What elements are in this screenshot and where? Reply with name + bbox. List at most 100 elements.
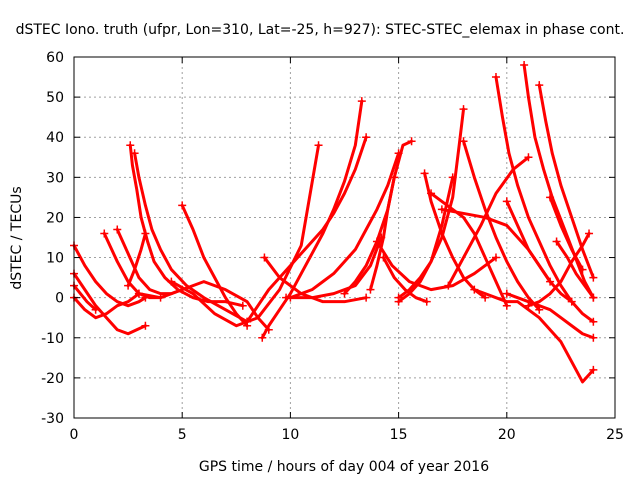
series-line	[505, 199, 574, 304]
x-tick-label: 0	[70, 427, 79, 443]
plus-marker	[524, 301, 533, 310]
plus-marker	[459, 105, 468, 114]
plus-marker	[524, 153, 533, 162]
x-tick-label: 5	[178, 427, 187, 443]
plus-marker	[459, 137, 468, 146]
series-line	[137, 280, 271, 332]
plus-marker	[589, 317, 598, 326]
series-27	[444, 153, 533, 290]
series-1	[70, 269, 150, 336]
plus-marker	[589, 273, 598, 282]
plus-marker	[91, 305, 100, 314]
series-line	[397, 175, 455, 304]
series-34	[524, 229, 594, 310]
series-line	[548, 195, 585, 272]
y-tick-label: 60	[46, 50, 64, 66]
series-8	[124, 229, 150, 290]
series-line	[126, 231, 147, 288]
plus-marker	[420, 169, 429, 178]
plus-marker	[366, 285, 375, 294]
series-line	[288, 151, 401, 300]
plus-marker	[372, 237, 381, 246]
series-19	[379, 253, 431, 306]
plus-marker	[141, 229, 150, 238]
plus-marker	[141, 321, 150, 330]
plus-marker	[427, 189, 436, 198]
series-6	[130, 149, 252, 326]
x-tick-label: 15	[390, 427, 408, 443]
plus-marker	[491, 253, 500, 262]
x-tick-label: 20	[498, 427, 516, 443]
series-line	[133, 151, 249, 324]
plus-marker	[238, 301, 247, 310]
series-line	[72, 292, 141, 320]
series-33	[502, 197, 576, 306]
plus-marker	[567, 297, 576, 306]
plus-marker	[100, 229, 109, 238]
series-line	[343, 175, 396, 296]
y-tick-label: 10	[46, 251, 64, 267]
plus-marker	[357, 97, 366, 106]
series-29	[470, 285, 598, 384]
plus-marker	[394, 297, 403, 306]
plus-marker	[178, 201, 187, 210]
plus-marker	[491, 73, 500, 82]
series-36	[552, 237, 598, 302]
plus-marker	[589, 333, 598, 342]
series-line	[381, 256, 429, 304]
plus-marker	[585, 229, 594, 238]
y-tick-label: 20	[46, 210, 64, 226]
y-tick-label: 40	[46, 130, 64, 146]
plus-marker	[546, 193, 555, 202]
plus-marker	[407, 137, 416, 146]
series-line	[72, 284, 98, 312]
series-18	[366, 137, 416, 294]
series-line	[180, 203, 249, 328]
series-line	[260, 99, 364, 340]
series-line	[505, 292, 595, 340]
series-line	[102, 231, 163, 300]
series-17	[340, 173, 399, 298]
series-line	[537, 83, 595, 280]
series-line	[368, 139, 414, 292]
plus-marker	[422, 297, 431, 306]
series-line	[446, 155, 530, 288]
series-12	[258, 97, 366, 342]
plus-marker	[124, 281, 133, 290]
plus-marker	[258, 333, 267, 342]
plus-marker	[520, 61, 529, 70]
y-tick-label: 0	[55, 291, 64, 307]
plot-frame	[73, 56, 616, 419]
plus-marker	[552, 237, 561, 246]
plus-marker	[340, 289, 349, 298]
series-line	[284, 236, 383, 300]
series-31	[535, 81, 598, 282]
y-tick-label: 30	[46, 170, 64, 186]
series-line	[429, 191, 509, 308]
plus-marker	[589, 365, 598, 374]
series-24	[427, 189, 511, 310]
plus-marker	[502, 289, 511, 298]
plus-marker	[314, 141, 323, 150]
series-20	[372, 237, 500, 292]
series-line	[462, 139, 541, 312]
y-tick-label: -30	[41, 411, 64, 427]
series-10	[134, 280, 273, 334]
plus-marker	[243, 317, 252, 326]
x-tick-label: 10	[281, 427, 299, 443]
plus-marker	[113, 225, 122, 234]
plus-marker	[167, 277, 176, 286]
series-line	[245, 135, 368, 324]
series-line	[397, 107, 466, 300]
plus-marker	[589, 293, 598, 302]
plus-marker	[502, 197, 511, 206]
chart-title: dSTEC Iono. truth (ufpr, Lon=310, Lat=-2…	[16, 22, 625, 38]
plus-marker	[578, 265, 587, 274]
series-13	[243, 133, 371, 326]
series-22	[394, 173, 457, 306]
series-line	[440, 207, 552, 284]
plus-marker	[448, 173, 457, 182]
series-line	[494, 75, 595, 324]
y-tick-label: 50	[46, 90, 64, 106]
